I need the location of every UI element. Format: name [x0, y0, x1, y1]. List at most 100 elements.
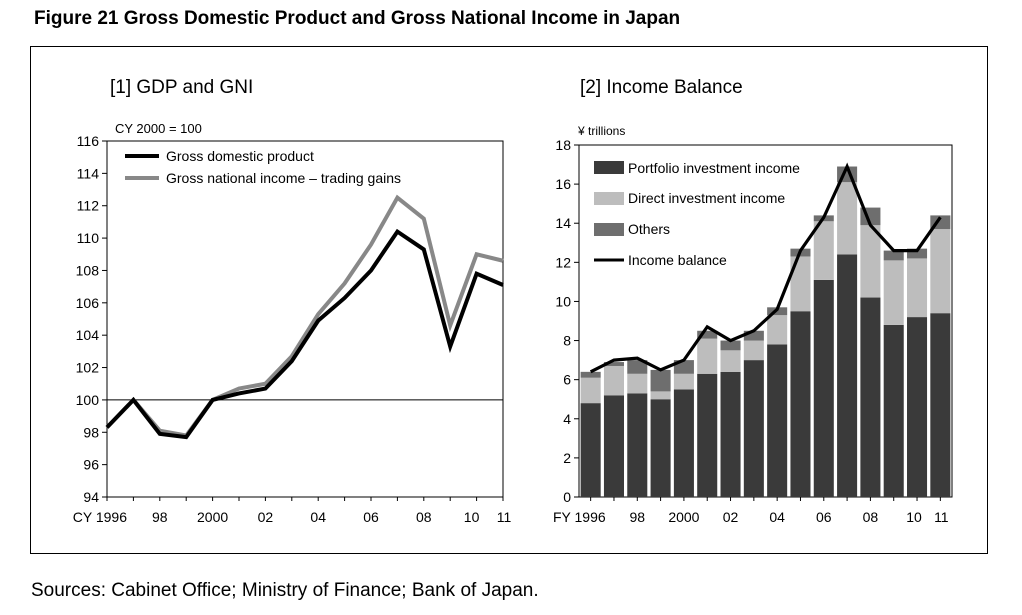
gni-line [105, 194, 504, 438]
bar-portfolio-segment [580, 403, 601, 497]
panel1-y-tick-label: 96 [83, 457, 99, 473]
bar-others-segment [627, 360, 648, 374]
bar-portfolio-segment [907, 317, 928, 497]
panel1-x-tick-label: 98 [152, 509, 168, 525]
bar-portfolio-segment [603, 395, 624, 497]
panel1-y-tick-label: 112 [77, 198, 100, 214]
bar-others-segment [603, 362, 624, 366]
bar-others-segment [743, 330, 764, 341]
bar-direct-segment [743, 340, 764, 361]
bar-direct-segment [580, 377, 601, 404]
bar-portfolio-segment [697, 373, 718, 497]
bar-direct-segment [790, 256, 811, 312]
panel1-y-tick-label: 110 [77, 230, 100, 246]
panel1-plot-frame [106, 140, 504, 498]
bar-portfolio-segment [790, 311, 811, 497]
bar-others-segment [580, 371, 601, 378]
panel2-x-tick-label: 2000 [668, 509, 699, 525]
bar-direct-segment [837, 182, 858, 255]
panel1-y-tick-label: 94 [83, 489, 99, 505]
bar-portfolio-segment [627, 393, 648, 497]
sources-note: Sources: Cabinet Office; Ministry of Fin… [31, 580, 539, 601]
panel1-x-tick-label: 02 [258, 509, 274, 525]
panel2-y-tick-label: 12 [555, 254, 571, 270]
panel2-x-tick-label: 06 [816, 509, 832, 525]
panel1-y-axis: 94 96 98 100 102 104 106 108 110 112 114 116 [76, 133, 107, 505]
bar-others-segment [720, 340, 741, 351]
panel2-x-tick-label: 02 [723, 509, 739, 525]
bar-others-segment [697, 330, 718, 339]
panel1-y-tick-label: 114 [77, 165, 100, 181]
panel1-x-tick-label: 10 [464, 509, 480, 525]
panel1-y-tick-label: 116 [77, 133, 100, 149]
panel1-y-tick-label: 104 [76, 327, 100, 343]
panel1-y-tick-label: 102 [76, 360, 100, 376]
panel2-y-tick-label: 18 [555, 137, 571, 153]
bar-portfolio-segment [860, 297, 881, 497]
panel2-x-tick-label: 10 [906, 509, 922, 525]
bar-direct-segment [907, 258, 928, 318]
panel1-title: [1] GDP and GNI [110, 77, 253, 98]
bar-portfolio-segment [650, 399, 671, 497]
bar-direct-segment [603, 365, 624, 396]
legend-direct-label: Direct investment income [628, 190, 785, 206]
bar-portfolio-segment [837, 254, 858, 497]
gdp-line [105, 228, 504, 440]
panel1-x-tick-label: 04 [310, 509, 326, 525]
panel2-legend: Portfolio investment income Direct inves… [594, 160, 800, 268]
panel2-unit-label: ¥ trillions [577, 124, 625, 138]
bar-others-segment [650, 369, 671, 392]
bar-portfolio-segment [767, 344, 788, 497]
panel1-x-tick-label: 2000 [197, 509, 228, 525]
bar-direct-segment [673, 373, 694, 390]
panel2-income-balance-line [589, 162, 942, 374]
panel1-y-tick-label: 108 [76, 262, 100, 278]
panel2-y-tick-label: 8 [563, 333, 571, 349]
panel2-x-tick-label: 08 [863, 509, 879, 525]
panel2-y-axis: 0 2 4 6 8 10 12 14 16 18 [555, 137, 579, 505]
panel2-plot-frame [578, 144, 953, 498]
panel1-unit-label: CY 2000 = 100 [115, 121, 202, 136]
bar-direct-segment [720, 350, 741, 372]
panel2-y-tick-label: 2 [563, 450, 571, 466]
panel1-y-tick-label: 98 [83, 424, 99, 440]
panel2-y-tick-label: 0 [563, 489, 571, 505]
bar-others-segment [907, 248, 928, 259]
panel2-y-tick-label: 16 [555, 176, 571, 192]
panel1-y-tick-label: 106 [76, 295, 100, 311]
legend-direct-swatch [594, 192, 624, 205]
figure-frame [30, 46, 988, 554]
bar-portfolio-segment [930, 313, 951, 497]
panel-gdp-gni: [1] GDP and GNI CY 2000 = 100 94 96 98 100 1… [73, 77, 512, 525]
bar-portfolio-segment [883, 324, 904, 497]
legend-gni-label: Gross national income – trading gains [166, 170, 401, 186]
legend-others-swatch [594, 223, 624, 236]
bar-direct-segment [627, 373, 648, 394]
legend-portfolio-label: Portfolio investment income [628, 160, 800, 176]
panel1-legend: Gross domestic product Gross national in… [125, 148, 401, 186]
panel2-stacked-bars [580, 166, 951, 497]
bar-others-segment [883, 250, 904, 261]
panel2-x-axis: FY 1996 98 2000 02 04 06 08 10 11 [553, 497, 949, 525]
bar-direct-segment [697, 338, 718, 374]
bar-portfolio-segment [720, 371, 741, 497]
panel1-x-tick-label: 11 [497, 509, 512, 525]
panel2-x-tick-label: FY 1996 [553, 509, 606, 525]
legend-portfolio-swatch [594, 161, 624, 174]
panel2-y-tick-label: 14 [555, 215, 571, 231]
panel1-x-tick-label: 08 [416, 509, 432, 525]
panel2-y-tick-label: 4 [563, 411, 571, 427]
panel1-y-tick-label: 100 [76, 392, 100, 408]
bar-direct-segment [813, 221, 834, 280]
panel-income-balance: [2] Income Balance ¥ trillions 024681012… [553, 77, 953, 525]
figure-title: Figure 21 Gross Domestic Product and Gro… [34, 8, 681, 29]
panel2-y-tick-label: 10 [555, 293, 571, 309]
panel2-y-tick-label: 6 [563, 372, 571, 388]
legend-income-balance-label: Income balance [628, 252, 727, 268]
bar-direct-segment [860, 225, 881, 298]
bar-direct-segment [650, 391, 671, 400]
panel2-x-tick-label: 04 [769, 509, 785, 525]
panel2-title: [2] Income Balance [580, 77, 743, 98]
bar-portfolio-segment [743, 360, 764, 497]
